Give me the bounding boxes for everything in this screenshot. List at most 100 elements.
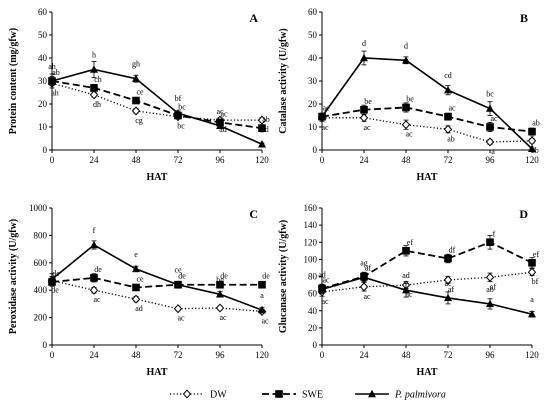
data-point [528, 259, 536, 267]
significance-label: a [260, 125, 264, 134]
x-tick-label: 72 [444, 350, 453, 360]
data-point [402, 286, 410, 294]
data-point [258, 124, 266, 132]
x-tick-label: 48 [132, 155, 142, 165]
data-point [527, 267, 537, 277]
legend-item-3: P. palmivora [355, 390, 446, 401]
y-tick-label: 0 [313, 340, 318, 350]
significance-label: ac [444, 279, 452, 288]
significance-label: e [134, 250, 138, 259]
y-axis-title: Glucanase activity (U/gfw) [278, 220, 289, 333]
data-point [444, 254, 452, 263]
data-point [89, 90, 99, 100]
significance-label: bc [486, 90, 494, 99]
data-point [90, 65, 98, 73]
data-point [131, 106, 141, 116]
panel-letter: D [519, 207, 528, 221]
significance-label: ch [94, 75, 102, 84]
x-tick-label: 24 [90, 155, 100, 165]
significance-label: ae [322, 104, 330, 113]
data-point [360, 273, 368, 281]
x-tick-label: 72 [444, 155, 453, 165]
data-point [402, 56, 410, 64]
y-tick-label: 40 [308, 306, 318, 316]
legend-item-1: DW [170, 389, 227, 401]
significance-label: a [530, 130, 534, 139]
x-tick-label: 72 [174, 350, 183, 360]
series-line [51, 244, 263, 311]
data-point [173, 304, 183, 314]
x-axis-title: HAT [417, 172, 438, 183]
x-tick-label: 120 [525, 350, 539, 360]
data-point [360, 105, 368, 114]
data-point [402, 103, 410, 112]
x-tick-label: 72 [174, 155, 183, 165]
significance-label: ac [490, 114, 498, 123]
data-point [360, 53, 368, 62]
significance-label: de [51, 286, 59, 295]
data-point [257, 115, 267, 125]
significance-label: ac [405, 290, 413, 299]
significance-label: ce [136, 274, 144, 283]
significance-label: ab [262, 115, 270, 124]
y-tick-label: 800 [34, 230, 48, 240]
x-tick-label: 24 [360, 155, 370, 165]
x-tick-label: 120 [255, 350, 269, 360]
significance-label: ab [447, 134, 455, 143]
data-point [528, 127, 536, 136]
data-point [48, 76, 56, 85]
y-tick-label: 30 [308, 76, 318, 86]
significance-label: ac [363, 123, 371, 132]
significance-label: de [262, 272, 270, 281]
series-line [51, 68, 263, 145]
significance-label: a [530, 295, 534, 304]
significance-label: ef [533, 250, 540, 259]
significance-label: ac [177, 314, 185, 323]
data-point [258, 140, 266, 148]
significance-label: a [260, 291, 264, 300]
significance-label: f [93, 226, 96, 235]
x-tick-label: 120 [255, 155, 269, 165]
significance-label: gh [132, 60, 140, 69]
y-tick-label: 600 [34, 258, 48, 268]
significance-label: af [448, 285, 455, 294]
y-tick-label: 0 [43, 145, 48, 155]
y-tick-label: 50 [38, 30, 48, 40]
x-axis-title: HAT [147, 367, 168, 378]
data-point [444, 112, 452, 121]
y-tick-label: 60 [38, 7, 48, 17]
data-point [131, 294, 141, 304]
data-point [216, 290, 224, 298]
y-tick-label: 200 [34, 313, 48, 323]
significance-label: h [92, 51, 96, 60]
significance-label: ac [322, 275, 330, 284]
x-tick-label: 120 [525, 155, 539, 165]
significance-label: cd [444, 71, 452, 80]
data-point [216, 121, 224, 130]
significance-label: ac [321, 123, 329, 132]
significance-label: de [52, 269, 60, 278]
y-tick-label: 20 [308, 323, 318, 333]
significance-label: ac [448, 104, 456, 113]
significance-label: bc [177, 122, 185, 131]
x-tick-label: 0 [320, 155, 325, 165]
significance-label: be [364, 97, 372, 106]
y-tick-label: 40 [38, 53, 48, 63]
significance-label: bf [175, 94, 182, 103]
significance-label: d [362, 39, 366, 48]
panel-letter: C [249, 207, 258, 221]
panel-letter: B [520, 11, 528, 25]
data-point [528, 144, 536, 153]
data-point [359, 282, 369, 292]
y-tick-label: 30 [38, 76, 48, 86]
y-tick-label: 10 [38, 122, 48, 132]
y-axis-title: Peroxidase activity (U/gfw) [8, 219, 19, 334]
legend-marker [368, 389, 376, 398]
x-axis-title: HAT [147, 172, 168, 183]
significance-label: be [406, 94, 414, 103]
series-line [321, 241, 533, 290]
legend-label: SWE [302, 390, 323, 401]
series-line [322, 117, 533, 143]
significance-label: dh [93, 100, 101, 109]
